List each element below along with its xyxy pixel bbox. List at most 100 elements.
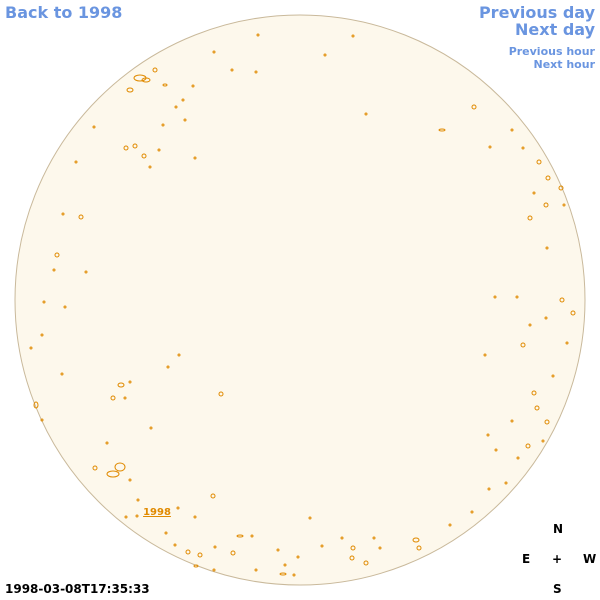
contour (279, 572, 287, 576)
contour (148, 165, 152, 169)
contour (562, 203, 566, 207)
contour (308, 516, 312, 520)
contour (351, 34, 355, 38)
contour (105, 441, 109, 445)
contour (504, 481, 508, 485)
contour (364, 112, 368, 116)
contour (494, 448, 498, 452)
contour (230, 550, 236, 556)
contour (534, 405, 540, 411)
contour (363, 560, 369, 566)
contour (123, 145, 129, 151)
contours (29, 33, 576, 577)
contour (551, 374, 555, 378)
contour (531, 390, 537, 396)
contour (40, 333, 44, 337)
contour (470, 510, 474, 514)
contour (536, 159, 542, 165)
contour (128, 478, 132, 482)
contour (483, 353, 487, 357)
contour (516, 456, 520, 460)
timestamp: 1998-03-08T17:35:33 (5, 582, 150, 596)
contour (152, 67, 158, 73)
contour (528, 323, 532, 327)
contour (486, 433, 490, 437)
contour (378, 546, 382, 550)
contour (545, 175, 551, 181)
contour (193, 515, 197, 519)
contour (213, 545, 217, 549)
contour (114, 462, 126, 472)
back-link[interactable]: Back to 1998 (5, 3, 123, 22)
contour (126, 87, 134, 93)
contour (136, 498, 140, 502)
contour (521, 146, 525, 150)
contour (132, 143, 138, 149)
contour (117, 382, 125, 388)
contour (162, 83, 168, 87)
contour (61, 212, 65, 216)
compass-south: S (553, 582, 562, 596)
previous-day-link[interactable]: Previous day (478, 3, 595, 22)
contour (29, 346, 33, 350)
compass-east: E (522, 552, 531, 566)
contour (544, 419, 550, 425)
contour (157, 148, 161, 152)
contour (488, 145, 492, 149)
contour (515, 295, 519, 299)
contour (230, 68, 234, 72)
year-link[interactable]: 1998 (143, 507, 171, 518)
contour (183, 118, 187, 122)
contour (174, 105, 178, 109)
contour (525, 443, 531, 449)
contour (559, 297, 565, 303)
contour (78, 214, 84, 220)
contour (532, 191, 536, 195)
contour (565, 341, 569, 345)
contour (276, 548, 280, 552)
contour (541, 439, 545, 443)
contour (292, 573, 296, 577)
contour (520, 342, 526, 348)
contour (558, 185, 564, 191)
previous-hour-link[interactable]: Previous hour (508, 45, 595, 58)
contour (84, 270, 88, 274)
compass-center: + (552, 552, 563, 566)
contour (323, 53, 327, 57)
next-hour-link[interactable]: Next hour (533, 58, 596, 71)
contour (181, 98, 185, 102)
contour (106, 470, 120, 478)
contour (141, 153, 147, 159)
contour (471, 104, 477, 110)
contour (544, 316, 548, 320)
contour (340, 536, 344, 540)
contour (254, 70, 258, 74)
contour (527, 215, 533, 221)
contour (283, 563, 287, 567)
contour (42, 300, 46, 304)
contour (124, 515, 128, 519)
contour (236, 534, 244, 538)
contour (128, 380, 132, 384)
contour (510, 419, 514, 423)
compass-west: W (583, 552, 597, 566)
contour (141, 77, 151, 83)
contour (54, 252, 60, 258)
contour (52, 268, 56, 272)
compass-north: N (553, 522, 564, 536)
contour (33, 401, 39, 409)
contour (161, 123, 165, 127)
contour (438, 128, 446, 132)
contour (296, 555, 300, 559)
contour (123, 396, 127, 400)
contour (197, 552, 203, 558)
contour (149, 426, 153, 430)
contour (250, 534, 254, 538)
next-day-link[interactable]: Next day (515, 20, 595, 39)
contour (448, 523, 452, 527)
contour (63, 305, 67, 309)
contour (412, 537, 420, 543)
contour (350, 545, 356, 551)
